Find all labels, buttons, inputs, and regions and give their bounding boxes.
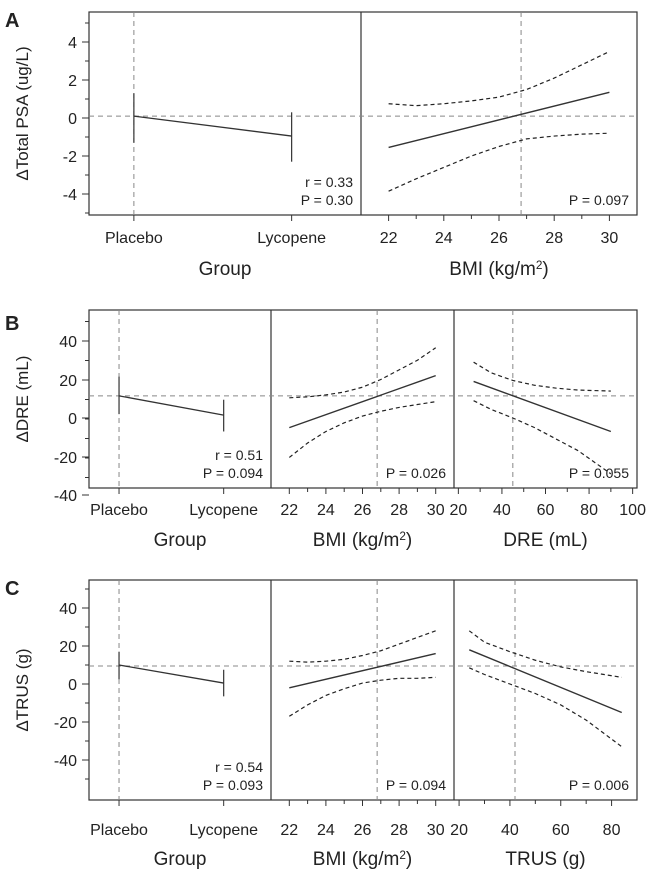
mean-line (118, 664, 224, 684)
y-tick-label: 20 (59, 373, 77, 390)
annotation-p: P = 0.097 (569, 192, 629, 208)
annotation-p: P = 0.30 (301, 192, 354, 208)
fit-line (468, 649, 623, 714)
x-tick-label: Placebo (90, 502, 148, 519)
mean-line (133, 115, 292, 137)
x-tick-label: 100 (619, 502, 646, 519)
panel-label: A (5, 10, 19, 32)
y-tick-label: 40 (59, 601, 77, 618)
panel-frame (88, 11, 638, 216)
y-tick-label: -20 (54, 715, 77, 732)
ci-upper-curve (473, 361, 611, 392)
ci-upper-curve (468, 630, 622, 678)
x-tick-label: 26 (354, 502, 372, 519)
y-tick-label: -40 (54, 753, 77, 770)
x-axis-label: Group (154, 849, 207, 870)
y-axis-label: ΔTotal PSA (ug/L) (13, 46, 32, 180)
x-tick-label: 28 (390, 822, 408, 839)
annotation-p: P = 0.026 (386, 465, 446, 481)
x-tick-label: 24 (317, 502, 335, 519)
annotation-p: P = 0.094 (386, 777, 446, 793)
x-axis-label: TRUS (g) (505, 849, 585, 870)
x-tick-label: 30 (601, 230, 619, 247)
x-tick-label: 22 (280, 822, 298, 839)
x-axis-label: Group (199, 259, 252, 280)
x-tick-label: 22 (280, 502, 298, 519)
ci-lower-curve (388, 132, 610, 192)
ci-upper-curve (289, 347, 437, 399)
annotation-r: r = 0.54 (215, 759, 263, 775)
x-tick-label: 24 (317, 822, 335, 839)
y-tick-label: -2 (63, 149, 77, 166)
x-tick-label: 80 (580, 502, 598, 519)
ci-lower-curve (473, 400, 612, 475)
x-tick-label: 60 (552, 822, 570, 839)
annotation-r: r = 0.51 (215, 447, 263, 463)
fit-line (388, 91, 610, 149)
y-tick-label: -4 (63, 187, 77, 204)
ci-lower-curve (288, 676, 436, 717)
x-tick-label: 26 (354, 822, 372, 839)
x-axis-label: BMI (kg/m2) (313, 530, 412, 552)
y-tick-label: 0 (68, 111, 77, 128)
x-tick-label: 22 (380, 230, 398, 247)
x-tick-label: Placebo (105, 230, 163, 247)
y-tick-label: 40 (59, 334, 77, 351)
x-tick-label: 20 (449, 502, 467, 519)
ci-upper-curve (388, 50, 610, 107)
x-tick-label: 20 (450, 822, 468, 839)
x-tick-label: 28 (545, 230, 563, 247)
annotation-p: P = 0.093 (203, 777, 263, 793)
ci-lower-curve (469, 667, 623, 748)
panel-label: C (5, 578, 19, 600)
y-axis-label: ΔDRE (mL) (13, 356, 32, 443)
x-axis-label: DRE (mL) (503, 530, 587, 551)
x-tick-label: Placebo (90, 822, 148, 839)
panel-frame (88, 579, 638, 801)
mean-line (118, 395, 224, 416)
y-axis-label: ΔTRUS (g) (13, 648, 32, 731)
y-tick-label: 20 (59, 639, 77, 656)
x-axis-label: BMI (kg/m2) (449, 259, 548, 281)
y-tick-label: 0 (68, 677, 77, 694)
x-tick-label: 80 (603, 822, 621, 839)
annotation-p: P = 0.006 (569, 777, 629, 793)
x-tick-label: Lycopene (189, 502, 258, 519)
annotation-p: P = 0.094 (203, 465, 263, 481)
x-axis-label: Group (154, 530, 207, 551)
x-tick-label: 40 (501, 822, 519, 839)
panel-frame (88, 309, 638, 489)
x-tick-label: 28 (390, 502, 408, 519)
x-tick-label: Lycopene (257, 230, 326, 247)
annotation-p: P = 0.055 (569, 465, 629, 481)
y-tick-label: 0 (68, 411, 77, 428)
y-tick-label: 4 (68, 35, 77, 52)
x-tick-label: 40 (493, 502, 511, 519)
panel-label: B (5, 313, 19, 335)
annotation-r: r = 0.33 (305, 174, 353, 190)
x-tick-label: 60 (537, 502, 555, 519)
y-tick-label: -40 (54, 488, 77, 505)
x-tick-label: 26 (490, 230, 508, 247)
fit-line (289, 374, 436, 429)
y-tick-label: -20 (54, 450, 77, 467)
fit-line (289, 652, 436, 689)
y-tick-label: 2 (68, 73, 77, 90)
x-axis-label: BMI (kg/m2) (313, 849, 412, 871)
fit-line (473, 380, 612, 433)
x-tick-label: 24 (435, 230, 453, 247)
x-tick-label: 30 (427, 502, 445, 519)
ci-upper-curve (289, 630, 436, 663)
ci-lower-curve (288, 401, 436, 458)
x-tick-label: 30 (427, 822, 445, 839)
x-tick-label: Lycopene (189, 822, 258, 839)
